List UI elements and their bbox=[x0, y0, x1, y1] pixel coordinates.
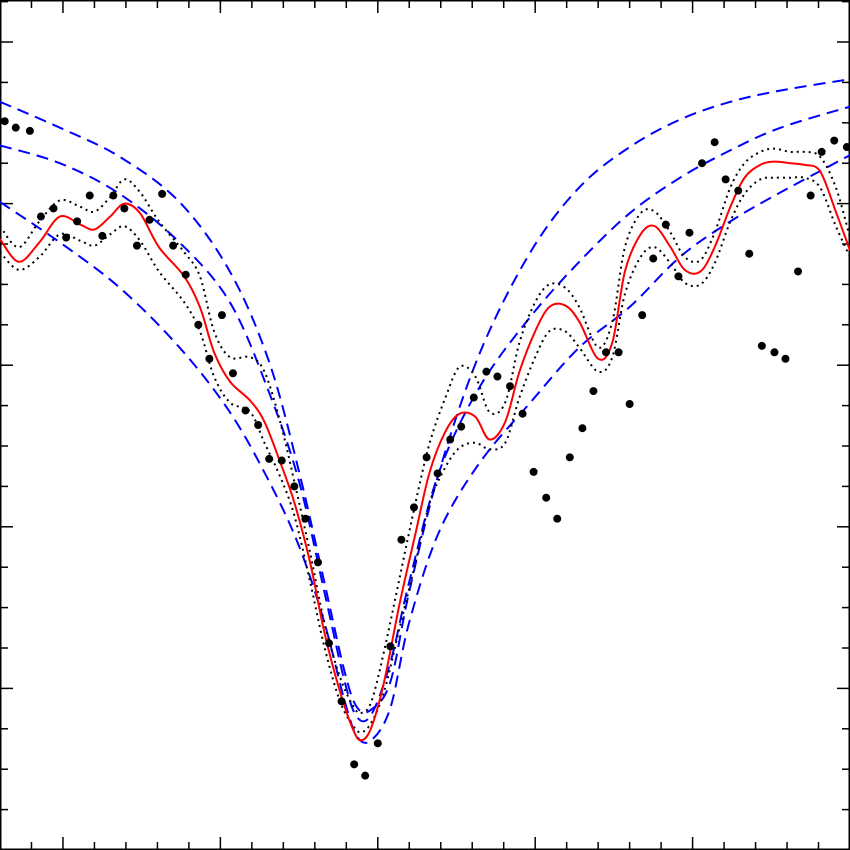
data-point bbox=[169, 241, 178, 250]
fit-curve-group bbox=[0, 160, 850, 742]
data-point bbox=[757, 341, 766, 350]
data-point bbox=[578, 424, 587, 433]
data-point bbox=[806, 191, 815, 200]
data-point bbox=[277, 456, 286, 465]
data-point bbox=[745, 249, 754, 258]
data-point bbox=[337, 697, 346, 706]
data-point bbox=[397, 535, 406, 544]
data-point bbox=[469, 393, 478, 402]
data-point bbox=[649, 254, 658, 263]
data-point bbox=[710, 138, 719, 147]
data-point bbox=[542, 493, 551, 502]
data-point bbox=[25, 126, 34, 135]
data-point bbox=[324, 639, 333, 648]
data-point bbox=[228, 369, 237, 378]
data-point bbox=[181, 270, 190, 279]
data-point bbox=[529, 467, 538, 476]
data-point bbox=[36, 212, 45, 221]
data-point bbox=[433, 469, 442, 478]
data-point bbox=[254, 421, 263, 429]
data-point bbox=[98, 231, 107, 240]
data-point bbox=[120, 204, 129, 213]
data-point bbox=[781, 354, 790, 363]
data-point bbox=[62, 233, 71, 242]
data-point bbox=[265, 454, 274, 463]
data-point bbox=[638, 311, 647, 320]
data-point bbox=[205, 354, 214, 363]
data-point bbox=[625, 399, 634, 408]
data-point bbox=[493, 372, 502, 381]
data-point bbox=[361, 771, 370, 780]
data-point bbox=[194, 320, 203, 329]
data-point bbox=[373, 739, 382, 748]
data-point bbox=[518, 409, 527, 418]
data-point bbox=[145, 215, 154, 224]
data-point bbox=[446, 435, 455, 444]
data-point bbox=[85, 191, 94, 200]
data-point bbox=[217, 311, 226, 320]
data-point bbox=[422, 453, 431, 462]
data-point bbox=[770, 348, 779, 357]
data-point bbox=[11, 123, 20, 132]
data-point bbox=[842, 143, 850, 152]
data-point bbox=[698, 159, 707, 168]
data-point bbox=[565, 453, 574, 462]
reference-curve-1 bbox=[0, 78, 850, 714]
data-point bbox=[73, 217, 82, 226]
data-point bbox=[721, 175, 730, 184]
data-point bbox=[553, 514, 562, 523]
data-point bbox=[734, 186, 743, 195]
data-point bbox=[241, 406, 250, 415]
data-point bbox=[49, 204, 58, 213]
fit-curve bbox=[0, 160, 850, 742]
data-point bbox=[589, 387, 598, 396]
data-point bbox=[313, 558, 322, 567]
data-point bbox=[350, 760, 359, 769]
data-point bbox=[685, 228, 694, 237]
data-point bbox=[661, 220, 670, 229]
data-point bbox=[794, 267, 803, 276]
data-point bbox=[132, 241, 141, 250]
data-point bbox=[602, 348, 611, 357]
data-point bbox=[457, 422, 466, 431]
data-point bbox=[301, 514, 310, 523]
data-point bbox=[0, 117, 9, 126]
data-point bbox=[817, 147, 826, 156]
data-point bbox=[674, 272, 683, 281]
data-point bbox=[386, 642, 395, 651]
data-point bbox=[290, 482, 299, 491]
data-point bbox=[506, 382, 514, 391]
data-point bbox=[409, 503, 418, 512]
data-point bbox=[614, 348, 623, 357]
data-points bbox=[0, 117, 850, 780]
data-point bbox=[830, 136, 839, 145]
reference-curve-3 bbox=[0, 154, 850, 744]
data-point bbox=[109, 191, 118, 200]
data-point bbox=[158, 189, 167, 198]
data-point bbox=[482, 367, 491, 376]
